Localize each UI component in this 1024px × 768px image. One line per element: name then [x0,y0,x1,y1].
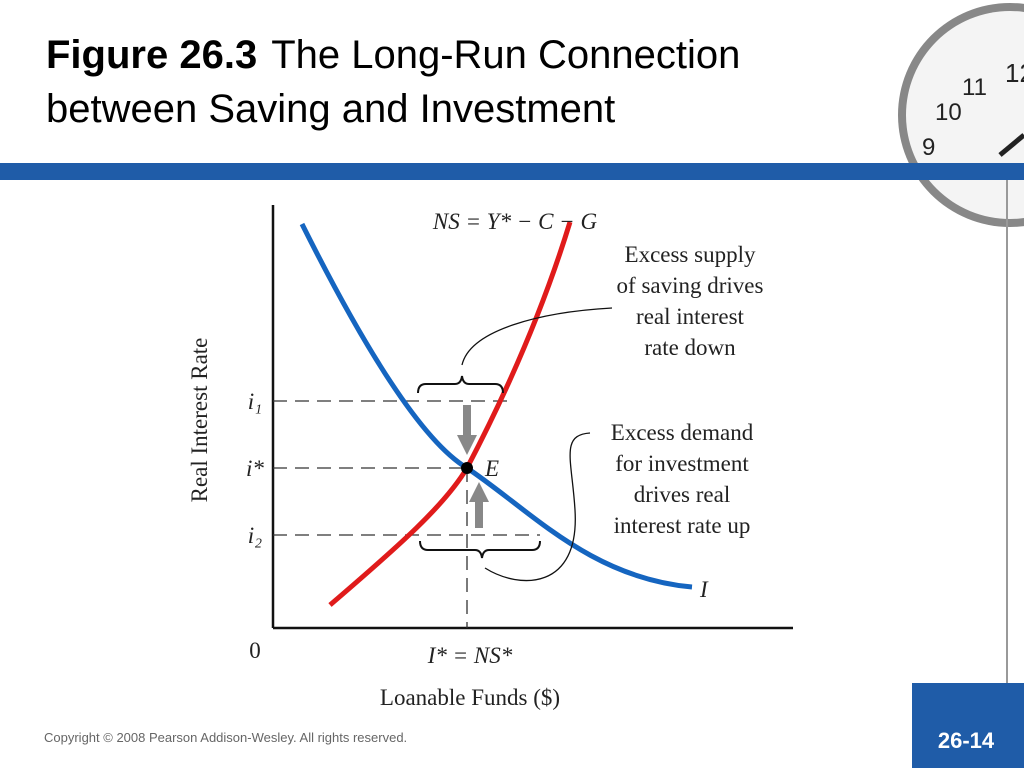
rate-label: i₁ [248,389,262,414]
svg-text:12: 12 [1005,58,1024,88]
annotation-line: of saving drives [617,273,764,298]
title-part: The Long-Run Connection [271,33,740,77]
annotation-line: drives real [634,482,730,507]
arrows [457,405,489,528]
annotation-line: real interest [636,304,745,329]
page-number: 26-14 [938,728,995,753]
equilibrium-label: E [484,456,499,481]
title-bar [0,163,1024,180]
svg-text:9: 9 [922,134,935,161]
y-axis-label: Real Interest Rate [187,338,212,503]
rate-label: i* [246,456,264,481]
annotation-line: Excess demand [611,420,754,445]
annotation-line: Excess supply [625,242,756,267]
equilibrium-point [461,462,473,474]
copyright: Copyright © 2008 Pearson Addison-Wesley.… [44,730,407,745]
svg-text:10: 10 [935,99,962,126]
annotation-line: for investment [615,451,749,476]
slide-title: Figure 26.3 The Long-Run Connection [46,33,740,77]
annotation-line: rate down [644,335,736,360]
x-axis-label: Loanable Funds ($) [380,685,560,710]
annotation-line: interest rate up [614,513,751,538]
title-bold: Figure 26.3 [46,33,257,77]
rate-label: i₂ [248,523,262,548]
quantity-label: I* = NS* [427,643,513,668]
svg-text:11: 11 [962,74,987,101]
saving-curve-label: NS = Y* − C − G [432,209,598,234]
slide-title-line: between Saving and Investment [46,87,615,131]
brace [417,375,504,394]
origin-label: 0 [249,638,261,663]
clock-icon: 12 11 10 9 [898,3,1024,227]
dynamic-labels: i₁ i* i₂ Excess supply of saving drives real … [246,242,763,548]
page-box [912,683,1024,768]
leader-line [484,432,591,582]
brace [419,540,541,559]
saving-curve [328,221,573,607]
investment-curve-label: I [699,577,709,602]
leader-line [461,307,613,366]
